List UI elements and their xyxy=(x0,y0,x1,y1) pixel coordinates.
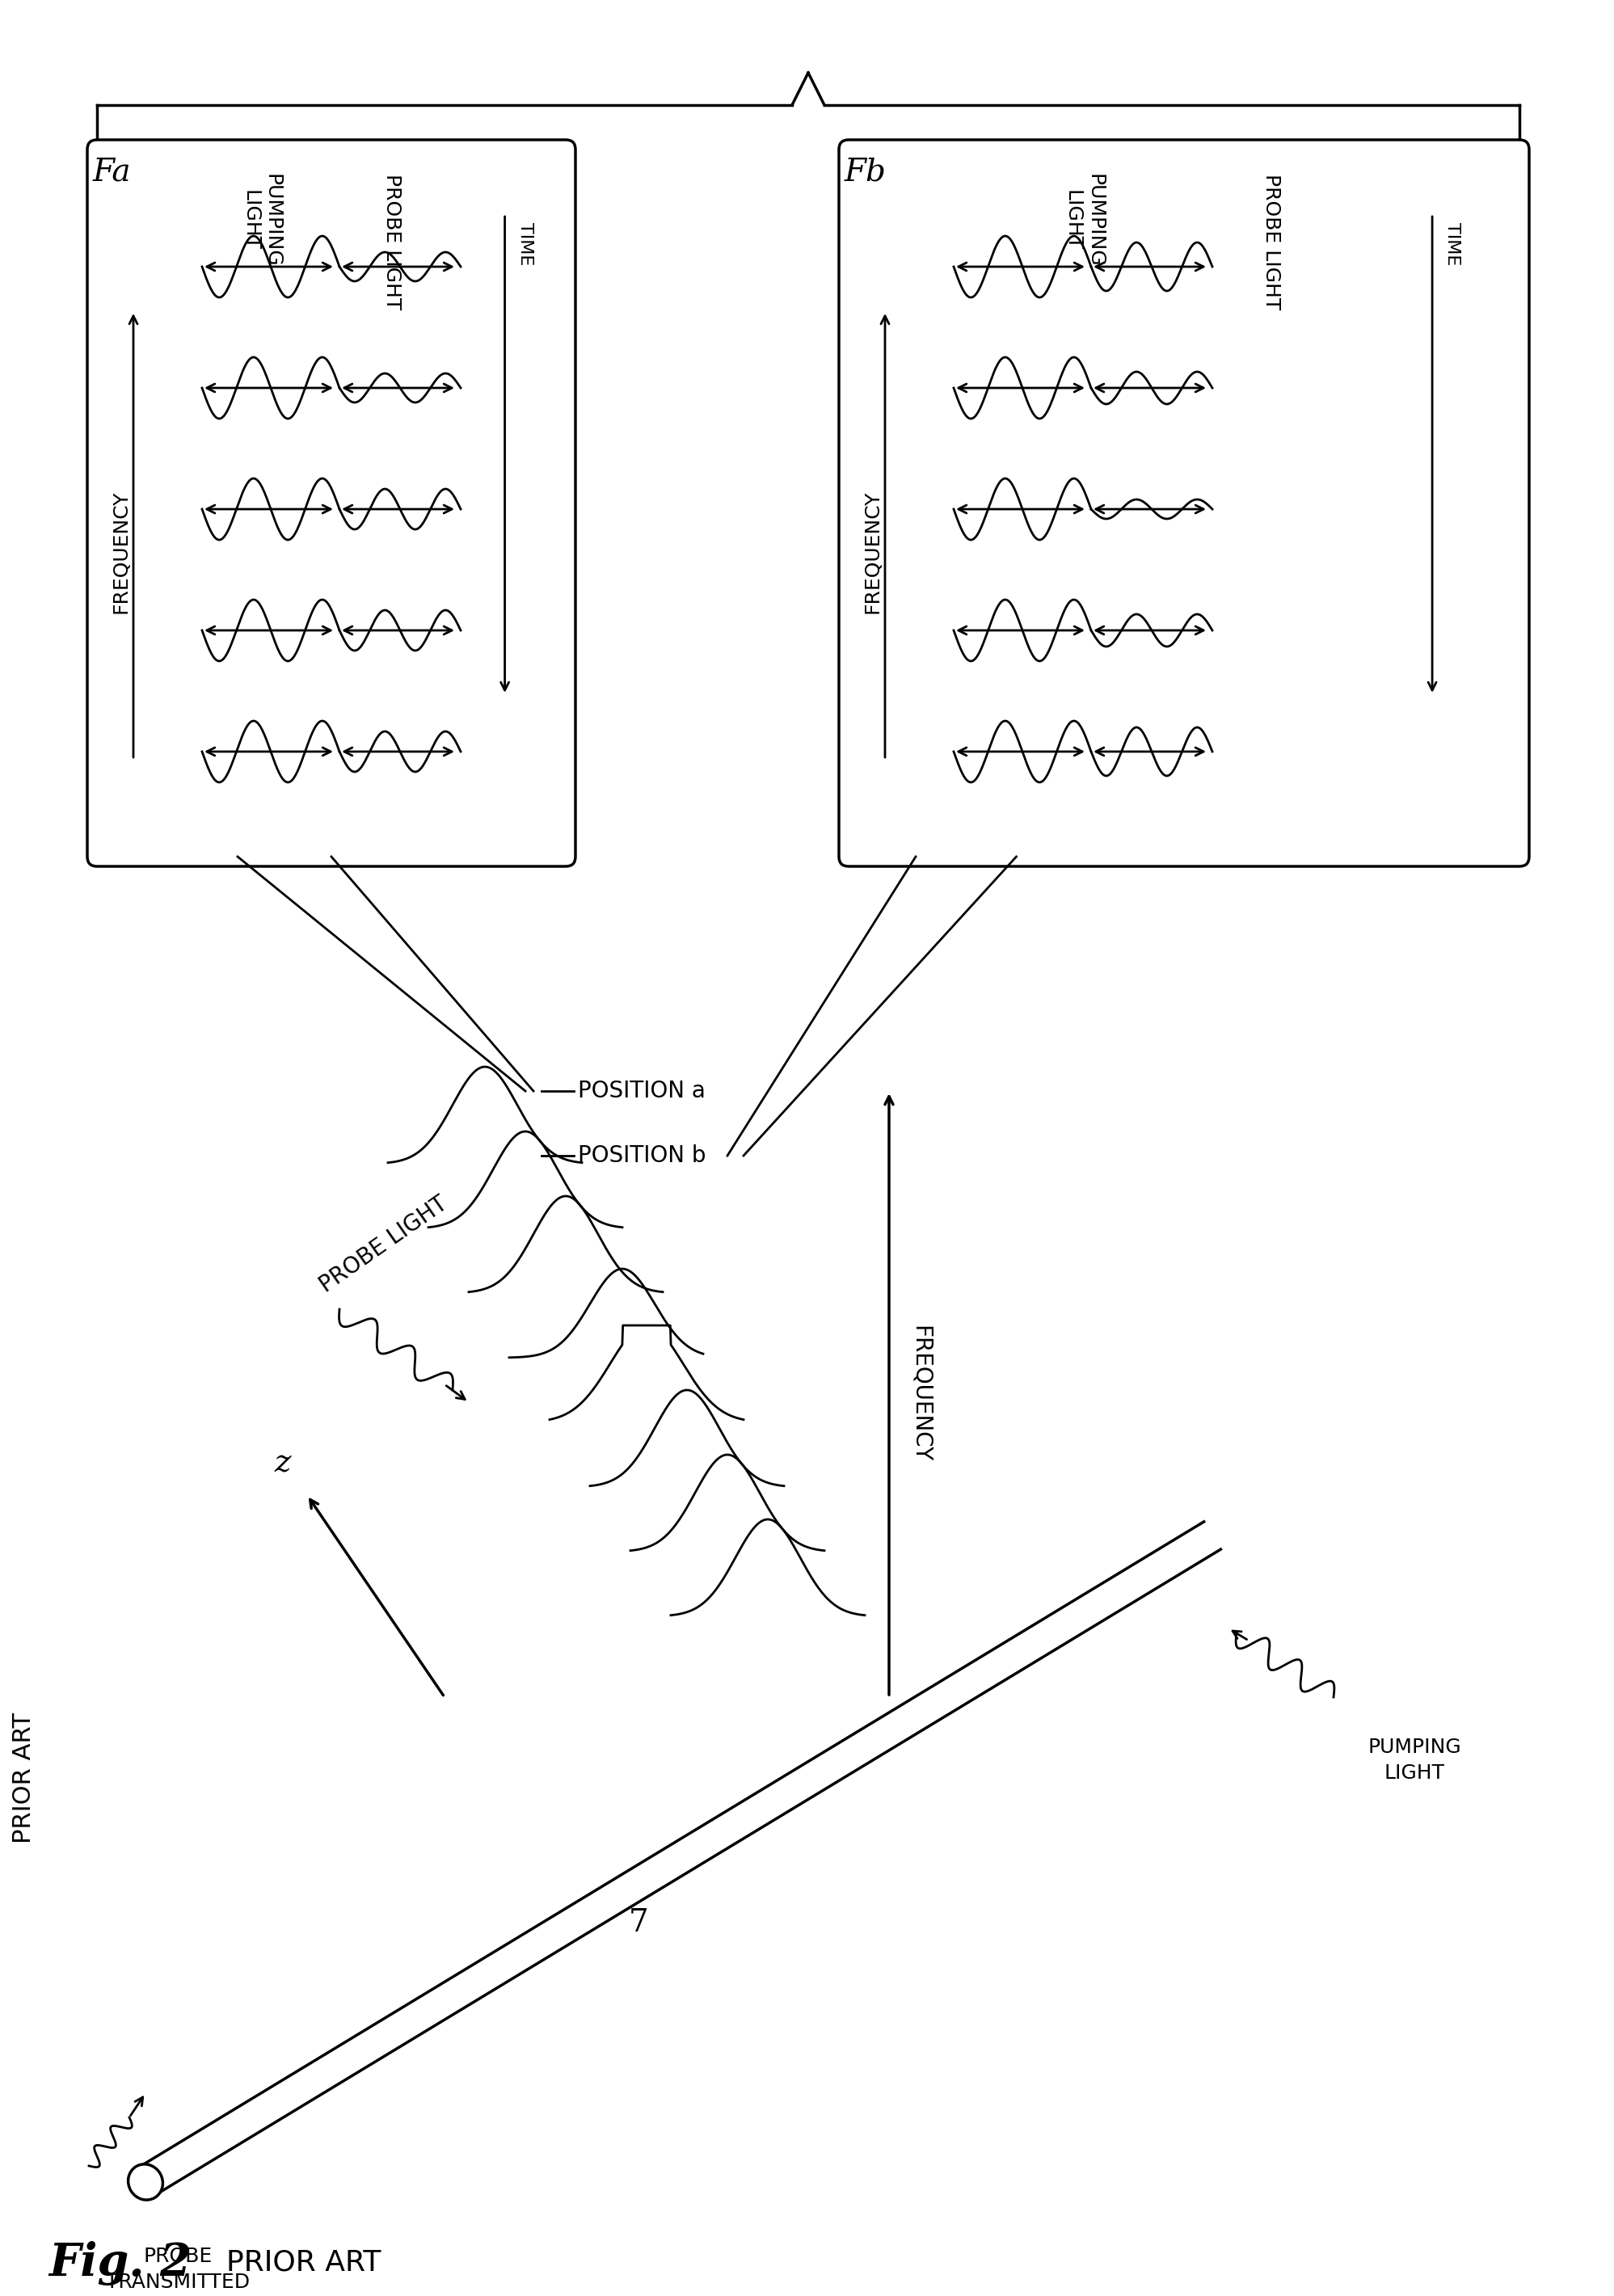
Text: Fb: Fb xyxy=(844,158,886,188)
Text: PRIOR ART: PRIOR ART xyxy=(13,1713,36,1844)
FancyBboxPatch shape xyxy=(839,140,1528,866)
Text: PROBE LIGHT: PROBE LIGHT xyxy=(1262,174,1282,310)
Text: PRIOR ART: PRIOR ART xyxy=(226,2250,381,2278)
Text: PUMPING
LIGHT: PUMPING LIGHT xyxy=(1367,1738,1461,1782)
Text: FREQUENCY: FREQUENCY xyxy=(909,1325,931,1463)
Text: FREQUENCY: FREQUENCY xyxy=(863,489,883,613)
Text: PROBE
TRANSMITTED
LIGHT: PROBE TRANSMITTED LIGHT xyxy=(107,2248,250,2296)
Text: POSITION b: POSITION b xyxy=(578,1143,705,1166)
Text: TIME: TIME xyxy=(1445,223,1461,266)
FancyBboxPatch shape xyxy=(87,140,576,866)
Text: z: z xyxy=(274,1449,291,1479)
Text: POSITION a: POSITION a xyxy=(578,1079,705,1102)
Text: PUMPING
LIGHT: PUMPING LIGHT xyxy=(240,174,282,266)
Text: Fa: Fa xyxy=(94,158,131,188)
Text: PUMPING
LIGHT: PUMPING LIGHT xyxy=(1062,174,1104,266)
Text: TIME: TIME xyxy=(516,223,533,266)
Text: PROBE LIGHT: PROBE LIGHT xyxy=(383,174,402,310)
Text: Fig. 2: Fig. 2 xyxy=(48,2241,190,2285)
Ellipse shape xyxy=(128,2165,163,2200)
Text: FREQUENCY: FREQUENCY xyxy=(111,489,131,613)
Text: PROBE LIGHT: PROBE LIGHT xyxy=(315,1192,452,1297)
Text: 7: 7 xyxy=(628,1908,649,1938)
